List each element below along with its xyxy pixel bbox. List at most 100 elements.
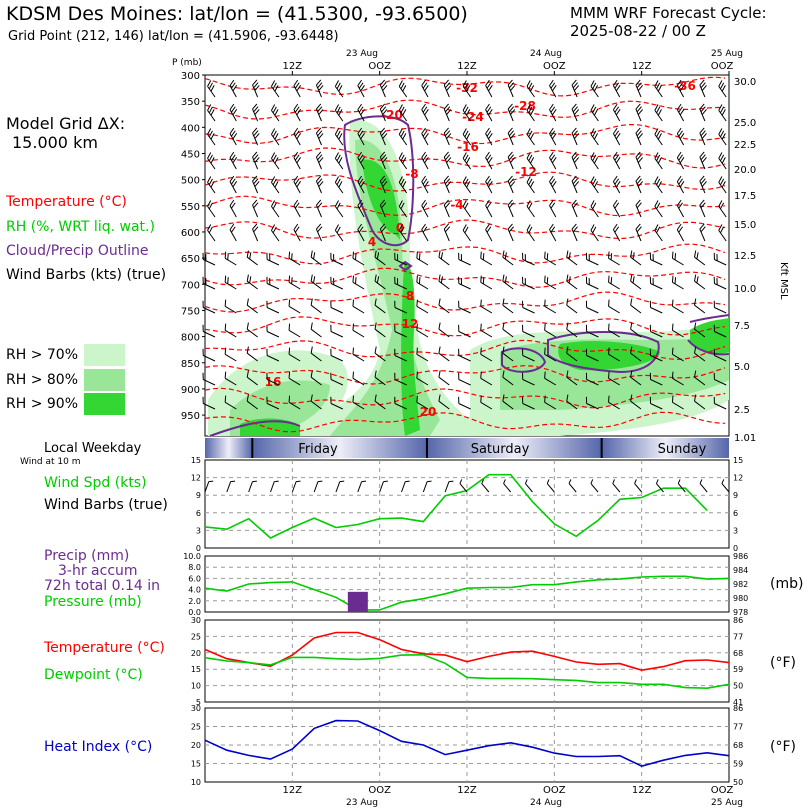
surface-wind-barb bbox=[459, 479, 468, 493]
heat-rtick: 68 bbox=[733, 741, 743, 750]
wind-barb bbox=[608, 371, 620, 386]
wind-barb bbox=[718, 200, 727, 218]
wind-barb bbox=[526, 152, 535, 170]
wind-barb bbox=[502, 394, 514, 410]
wind-barb bbox=[630, 394, 642, 410]
wind-barb bbox=[379, 127, 388, 146]
wind-barb bbox=[480, 371, 493, 386]
wind-barb bbox=[630, 298, 642, 314]
temp-contour-4 bbox=[204, 171, 726, 192]
wind-barb bbox=[571, 79, 580, 98]
wind-barb bbox=[480, 275, 493, 290]
wind-barb bbox=[694, 298, 706, 314]
kft-tick: 15.0 bbox=[734, 220, 756, 231]
legend-wind: Wind Barbs (kts) (true) bbox=[6, 267, 167, 283]
wind-barb bbox=[462, 176, 472, 194]
temp-contour-label: -8 bbox=[405, 167, 418, 181]
wind-barb bbox=[544, 395, 557, 410]
heat-ytick: 25 bbox=[191, 723, 201, 732]
wind-barb bbox=[352, 395, 365, 410]
wind-barb bbox=[398, 152, 408, 170]
wind-barb bbox=[229, 79, 238, 98]
wind-barb bbox=[246, 298, 258, 314]
wind-barb bbox=[379, 223, 387, 242]
weekday-segment bbox=[252, 438, 427, 458]
wind-barb bbox=[394, 252, 407, 266]
wind-barb bbox=[590, 80, 599, 98]
wind-barb bbox=[608, 395, 620, 410]
top-date-tick: 24 Aug bbox=[530, 49, 562, 59]
bottom-time-tick: OOZ bbox=[711, 785, 734, 796]
legend-cloud: Cloud/Precip Outline bbox=[6, 243, 149, 259]
temp-contour-label: 8 bbox=[406, 289, 414, 303]
wind-barb bbox=[522, 396, 535, 410]
surface-wind-barb bbox=[401, 480, 410, 493]
wind-barb bbox=[421, 199, 429, 218]
temp-contour-label: -20 bbox=[381, 108, 403, 122]
wind-barb bbox=[458, 372, 471, 386]
wind-barb bbox=[566, 394, 578, 410]
wind-barb bbox=[590, 104, 599, 122]
surface-wind-barb bbox=[313, 480, 323, 493]
wind-barb bbox=[526, 128, 535, 146]
cloud-outline-5 bbox=[209, 420, 301, 437]
temp-contour-13 bbox=[204, 387, 726, 409]
wind-barb bbox=[462, 200, 472, 218]
bottom-time-tick: 12Z bbox=[632, 785, 652, 796]
wind-speed-rtick: 3 bbox=[733, 526, 738, 535]
wind-barb bbox=[699, 79, 707, 98]
wind-barb bbox=[585, 252, 599, 266]
temp-rtick: 50 bbox=[733, 682, 743, 691]
wind-barb bbox=[585, 396, 599, 410]
wind-barb bbox=[357, 175, 365, 194]
wind-barb bbox=[252, 199, 259, 218]
wind-barb bbox=[549, 79, 557, 98]
temp-rtick: 59 bbox=[733, 665, 743, 674]
wind-barb bbox=[571, 103, 580, 122]
wind-barb bbox=[480, 395, 493, 410]
cloud-outline-4 bbox=[398, 260, 413, 272]
wind-barb bbox=[502, 322, 514, 338]
wind-barb bbox=[699, 127, 707, 146]
wind-barb bbox=[288, 347, 301, 362]
temp-contour-9 bbox=[204, 291, 726, 313]
wind-barb bbox=[252, 79, 260, 98]
wind-barb bbox=[207, 80, 216, 98]
wind-barb bbox=[654, 128, 663, 146]
wind-barb bbox=[485, 175, 493, 194]
wind-barb bbox=[608, 251, 620, 266]
wind-barb bbox=[480, 299, 493, 314]
heat-rtick: 77 bbox=[733, 723, 743, 732]
wind-barb bbox=[585, 324, 599, 338]
wind-barb bbox=[458, 348, 471, 362]
wind-barb bbox=[649, 348, 663, 362]
wind-barb bbox=[315, 103, 324, 122]
temp-contour-label: -4 bbox=[450, 198, 463, 212]
wind-barb bbox=[266, 252, 280, 266]
wind-barb bbox=[485, 151, 493, 170]
wind-barb bbox=[571, 199, 578, 218]
wind-barb bbox=[421, 223, 429, 242]
wind-barb bbox=[713, 348, 727, 362]
bottom-time-tick: 12Z bbox=[457, 785, 477, 796]
pressure-tick: 750 bbox=[181, 306, 200, 317]
wind-barb bbox=[374, 322, 386, 338]
wind-speed-rtick: 9 bbox=[733, 491, 738, 500]
wind-barb bbox=[635, 103, 643, 122]
wind-barb bbox=[202, 276, 216, 290]
surface-wind-barb bbox=[721, 479, 730, 493]
wind-barb bbox=[544, 251, 557, 266]
wind-barb bbox=[443, 127, 452, 146]
wind-barb bbox=[416, 299, 429, 314]
wind-barb bbox=[374, 394, 386, 410]
weekday-segment bbox=[601, 438, 729, 458]
wind-barb bbox=[330, 372, 344, 386]
cloud-outline-3 bbox=[687, 314, 730, 356]
precip-total-label: 72h total 0.14 in bbox=[44, 578, 160, 594]
wind-barb bbox=[635, 223, 642, 242]
wind-barb bbox=[671, 395, 684, 410]
wind-barb bbox=[271, 104, 280, 122]
surface-wind-barb bbox=[590, 479, 599, 493]
wind-speed-ytick: 0 bbox=[196, 544, 201, 553]
model-grid-label: Model Grid ΔX: bbox=[6, 114, 126, 133]
